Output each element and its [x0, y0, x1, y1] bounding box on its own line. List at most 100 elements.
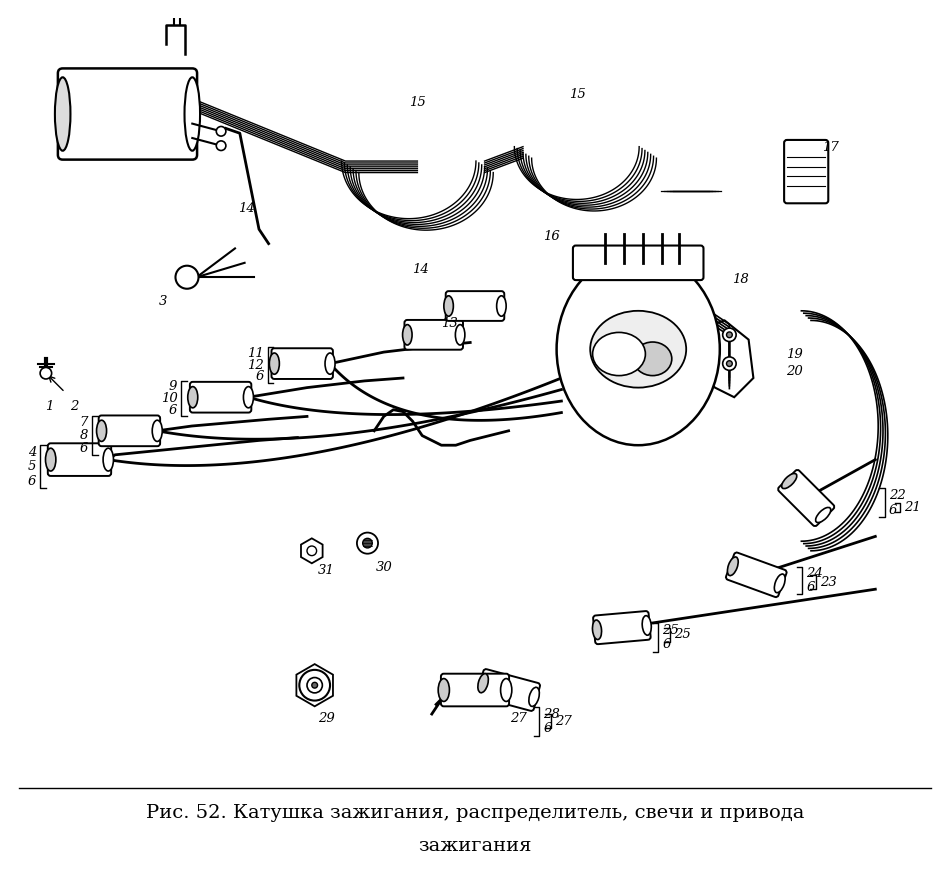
- Circle shape: [723, 328, 736, 341]
- Text: 22: 22: [889, 489, 905, 502]
- Text: 13: 13: [441, 317, 458, 330]
- Text: 6: 6: [256, 370, 264, 383]
- Text: 7: 7: [80, 416, 88, 430]
- FancyBboxPatch shape: [99, 416, 161, 446]
- Ellipse shape: [243, 387, 254, 408]
- Circle shape: [217, 127, 226, 136]
- Ellipse shape: [529, 687, 540, 706]
- Text: 31: 31: [318, 563, 334, 576]
- Polygon shape: [695, 320, 753, 397]
- Ellipse shape: [403, 325, 412, 345]
- Text: 11: 11: [247, 347, 264, 360]
- FancyBboxPatch shape: [405, 320, 463, 350]
- Circle shape: [40, 368, 51, 379]
- Ellipse shape: [497, 296, 506, 316]
- Text: 4: 4: [28, 446, 36, 459]
- Ellipse shape: [97, 420, 106, 442]
- Text: 20: 20: [787, 365, 803, 378]
- FancyBboxPatch shape: [58, 68, 197, 160]
- Text: 6: 6: [807, 581, 814, 594]
- Ellipse shape: [634, 342, 672, 375]
- Text: 16: 16: [543, 230, 560, 244]
- FancyBboxPatch shape: [48, 443, 111, 476]
- FancyBboxPatch shape: [190, 382, 252, 413]
- Circle shape: [363, 539, 372, 548]
- Circle shape: [299, 670, 330, 700]
- Ellipse shape: [590, 311, 686, 388]
- Ellipse shape: [188, 387, 198, 408]
- Text: Рис. 52. Катушка зажигания, распределитель, свечи и привода: Рис. 52. Катушка зажигания, распределите…: [145, 804, 805, 822]
- Text: 6: 6: [543, 722, 552, 735]
- Circle shape: [307, 546, 316, 555]
- Text: 14: 14: [238, 202, 255, 215]
- Circle shape: [217, 141, 226, 150]
- Text: 25: 25: [674, 629, 691, 642]
- FancyBboxPatch shape: [778, 470, 834, 526]
- Ellipse shape: [104, 448, 113, 471]
- Ellipse shape: [728, 557, 738, 575]
- Text: 24: 24: [807, 567, 823, 581]
- Circle shape: [727, 332, 732, 338]
- Text: 6: 6: [28, 475, 36, 488]
- Circle shape: [357, 533, 378, 553]
- Text: 6: 6: [80, 442, 88, 455]
- Ellipse shape: [444, 296, 453, 316]
- Text: 19: 19: [787, 347, 803, 361]
- Circle shape: [723, 357, 736, 370]
- Text: 3: 3: [159, 295, 167, 307]
- Ellipse shape: [55, 78, 70, 151]
- FancyBboxPatch shape: [441, 674, 509, 706]
- Ellipse shape: [478, 674, 488, 692]
- Text: 8: 8: [80, 430, 88, 442]
- Ellipse shape: [501, 678, 512, 701]
- Text: 14: 14: [412, 263, 428, 276]
- Ellipse shape: [455, 325, 465, 345]
- Text: 18: 18: [732, 272, 750, 285]
- FancyBboxPatch shape: [784, 140, 828, 203]
- Text: 30: 30: [375, 560, 392, 574]
- FancyBboxPatch shape: [593, 611, 651, 644]
- Text: 27: 27: [510, 712, 526, 725]
- Text: 15: 15: [569, 88, 586, 101]
- Text: 10: 10: [161, 392, 178, 405]
- Text: 15: 15: [409, 96, 426, 109]
- Text: 6: 6: [169, 404, 178, 417]
- Ellipse shape: [270, 353, 279, 375]
- FancyBboxPatch shape: [446, 291, 504, 321]
- Text: 28: 28: [543, 708, 560, 721]
- Text: 17: 17: [822, 141, 839, 155]
- Text: 23: 23: [820, 575, 836, 588]
- Text: 1: 1: [46, 401, 54, 413]
- Text: 6: 6: [889, 504, 897, 517]
- Ellipse shape: [184, 78, 200, 151]
- Ellipse shape: [325, 353, 335, 375]
- Circle shape: [176, 265, 199, 289]
- Ellipse shape: [438, 678, 449, 701]
- Ellipse shape: [557, 253, 720, 445]
- Ellipse shape: [593, 620, 601, 640]
- Circle shape: [312, 683, 317, 688]
- Text: 5: 5: [28, 460, 36, 473]
- Ellipse shape: [642, 615, 652, 636]
- Ellipse shape: [774, 574, 785, 593]
- Text: 9: 9: [169, 381, 178, 394]
- Text: 27: 27: [555, 715, 572, 728]
- Text: 2: 2: [70, 401, 79, 413]
- FancyBboxPatch shape: [477, 669, 540, 711]
- Ellipse shape: [46, 448, 56, 471]
- Ellipse shape: [816, 507, 830, 523]
- Text: 21: 21: [904, 501, 921, 514]
- Text: 25: 25: [662, 623, 679, 636]
- Ellipse shape: [593, 333, 645, 375]
- FancyBboxPatch shape: [272, 348, 332, 379]
- Text: 12: 12: [247, 359, 264, 372]
- Text: зажигания: зажигания: [418, 837, 532, 856]
- FancyBboxPatch shape: [573, 245, 704, 280]
- FancyBboxPatch shape: [726, 553, 787, 597]
- Ellipse shape: [152, 420, 162, 442]
- Text: 29: 29: [318, 712, 334, 725]
- Circle shape: [307, 677, 322, 693]
- Text: 6: 6: [662, 638, 671, 651]
- Circle shape: [727, 361, 732, 367]
- Ellipse shape: [782, 473, 797, 489]
